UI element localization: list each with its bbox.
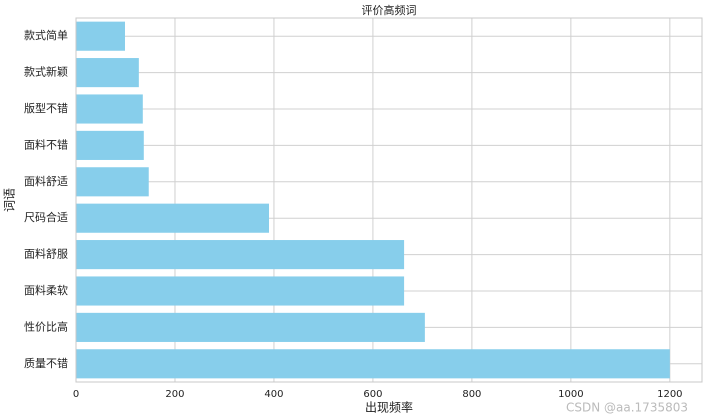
y-tick-label: 版型不错 xyxy=(24,101,68,115)
bar xyxy=(76,21,125,51)
y-tick-label: 面料舒服 xyxy=(24,247,68,261)
bar xyxy=(76,349,670,379)
bar xyxy=(76,203,269,233)
y-tick-label: 款式新颖 xyxy=(24,65,68,79)
y-tick-label: 款式简单 xyxy=(24,28,68,42)
y-tick-label: 质量不错 xyxy=(24,356,68,370)
x-tick-label: 200 xyxy=(165,389,184,400)
bar xyxy=(76,58,139,88)
bar xyxy=(76,94,143,124)
plot-frame xyxy=(75,17,703,383)
x-tick-label: 0 xyxy=(73,389,79,400)
y-tick-label: 面料舒适 xyxy=(24,174,68,188)
x-tick-label: 1000 xyxy=(558,389,583,400)
x-tick-label: 600 xyxy=(363,389,382,400)
bar xyxy=(76,312,425,342)
y-tick-label: 尺码合适 xyxy=(24,210,68,224)
chart-title: 评价高频词 xyxy=(362,3,417,17)
y-axis-label: 词语 xyxy=(3,188,17,212)
bar xyxy=(76,276,405,306)
watermark: CSDN @aa.1735803 xyxy=(566,401,688,415)
bar xyxy=(76,240,405,270)
y-tick-label: 性价比高 xyxy=(24,319,68,333)
bar xyxy=(76,130,144,160)
x-axis-label: 出现频率 xyxy=(365,400,413,415)
x-tick-label: 800 xyxy=(462,389,481,400)
y-tick-label: 面料柔软 xyxy=(24,283,68,297)
x-tick-label: 400 xyxy=(264,389,283,400)
bar xyxy=(76,167,149,197)
y-tick-label: 面料不错 xyxy=(24,137,68,151)
x-tick-label: 1200 xyxy=(657,389,682,400)
